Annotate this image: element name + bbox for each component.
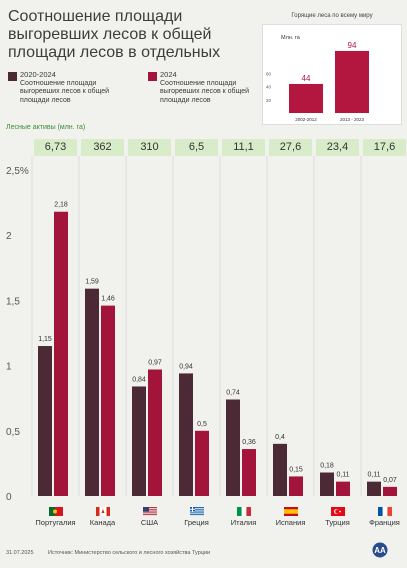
- bar-2020-2024: [367, 481, 381, 496]
- inset-category-label: 2013 - 2023: [340, 117, 365, 122]
- asset-value-box: 11,1: [222, 139, 265, 156]
- legend-swatch-2024: [148, 72, 157, 81]
- y-tick-label: 0: [6, 492, 12, 503]
- bar-2024: [195, 430, 209, 496]
- asset-value-box: 6,5: [175, 139, 218, 156]
- asset-value-box: 17,6: [363, 139, 406, 156]
- bar-2020-2024: [273, 443, 287, 496]
- y-tick-label: 2: [6, 231, 12, 242]
- main-chart: 0 0,5 1 1,5 2 2,5% 1,15 2,18 1,59 1,46 0,84 0,97 0,9…: [6, 156, 397, 503]
- bar-value-label: 0,07: [383, 477, 397, 484]
- bar-value-label: 0,18: [320, 463, 334, 470]
- y-tick-label: 1,5: [6, 296, 20, 307]
- italy-flag-icon: [236, 507, 251, 516]
- bar-2020-2024: [226, 399, 240, 496]
- bar-value-label: 0,36: [242, 439, 256, 446]
- bar-value-label: 0,5: [197, 421, 207, 428]
- bar-value-label: 2,18: [54, 202, 68, 209]
- y-tick-label: 2,5%: [6, 166, 29, 177]
- bar-value-label: 1,15: [38, 336, 52, 343]
- legend-item-2024: 2024 Соотношение площади выгоревших лесо…: [160, 70, 260, 105]
- footer-source: Источник: Министерство сельского и лесно…: [48, 550, 211, 556]
- country-label: Италия: [230, 518, 257, 527]
- bar-2024: [101, 305, 115, 496]
- y-tick-label: 1: [6, 362, 12, 373]
- asset-value-box: 23,4: [316, 139, 359, 156]
- bar-2020-2024: [132, 386, 146, 496]
- asset-value-box: 27,6: [269, 139, 312, 156]
- bar-value-label: 0,11: [367, 472, 380, 479]
- inset-title: Горящие леса по всему миру: [291, 13, 373, 19]
- country-label: Франция: [369, 518, 400, 527]
- asset-value-box: 310: [128, 139, 171, 156]
- bar-value-label: 1,59: [85, 279, 99, 286]
- inset-svg: Млн. га 60 40 20 44 2002-2012 94 2013 - 2023: [266, 35, 369, 122]
- assets-label: Лесные активы (млн. га): [6, 124, 86, 131]
- bar-value-label: 0,94: [179, 363, 193, 370]
- bar-value-label: 0,97: [148, 360, 162, 367]
- inset-value-label: 44: [302, 74, 311, 83]
- legend-item-2020-2024: 2020-2024 Соотношение площади выгоревших…: [20, 70, 130, 105]
- france-flag-icon: [377, 507, 392, 516]
- country-label: Турция: [325, 518, 350, 527]
- legend-label: 2024: [160, 70, 177, 79]
- inset-box: Млн. га 60 40 20 44 2002-2012 94 2013 - 2023: [262, 24, 402, 125]
- inset-value-label: 94: [348, 41, 357, 50]
- legend-desc: Соотношение площади выгоревших лесов к о…: [20, 79, 110, 104]
- bar-2024: [54, 211, 68, 496]
- bar-value-label: 0,15: [289, 466, 303, 473]
- inset-tick-label: 20: [266, 98, 272, 103]
- svg-text:AA: AA: [374, 546, 386, 555]
- spain-flag-icon: [283, 507, 298, 516]
- country-label: Португалия: [35, 518, 76, 527]
- bar-value-label: 1,46: [101, 296, 115, 303]
- bar-2024: [242, 449, 256, 496]
- asset-value-box: 6,73: [34, 139, 77, 156]
- bar-2020-2024: [320, 472, 334, 496]
- legend-label: 2020-2024: [20, 70, 56, 79]
- asset-value-box: 362: [81, 139, 124, 156]
- bar-2020-2024: [179, 373, 193, 496]
- inset-tick-label: 60: [266, 71, 272, 76]
- legend-desc: Соотношение площади выгоревших лесов к о…: [160, 79, 250, 104]
- inset-bar: [335, 50, 369, 113]
- aa-logo-icon: AA: [372, 542, 388, 558]
- bar-2024: [383, 486, 397, 496]
- y-tick-label: 0,5: [6, 427, 20, 438]
- bar-2024: [289, 476, 303, 496]
- country-label: США: [140, 518, 159, 527]
- legend-swatch-2020-2024: [8, 72, 17, 81]
- country-label: Канада: [89, 518, 116, 527]
- bar-2020-2024: [85, 288, 99, 496]
- bar-value-label: 0,84: [132, 376, 146, 383]
- usa-flag-icon: [142, 507, 157, 516]
- bar-value-label: 0,74: [226, 390, 240, 397]
- inset-bar: [289, 83, 323, 113]
- bar-2024: [148, 369, 162, 496]
- inset-chart: Горящие леса по всему миру Млн. га 60 40 20…: [262, 13, 402, 125]
- footer-date: 31.07.2025: [6, 550, 34, 556]
- page-title: Соотношение площади выгоревших лесов к о…: [8, 8, 221, 61]
- inset-unit: Млн. га: [281, 35, 301, 41]
- canada-flag-icon: [95, 507, 110, 516]
- greece-flag-icon: [189, 507, 204, 516]
- bar-value-label: 0,11: [336, 472, 349, 479]
- turkey-flag-icon: [330, 507, 345, 516]
- country-label: Испания: [275, 518, 306, 527]
- country-label: Греция: [184, 518, 209, 527]
- inset-tick-label: 40: [266, 85, 272, 90]
- inset-category-label: 2002-2012: [295, 117, 317, 122]
- portugal-flag-icon: [48, 507, 63, 516]
- bar-value-label: 0,4: [275, 434, 285, 441]
- bar-2024: [336, 481, 350, 496]
- bar-2020-2024: [38, 346, 52, 496]
